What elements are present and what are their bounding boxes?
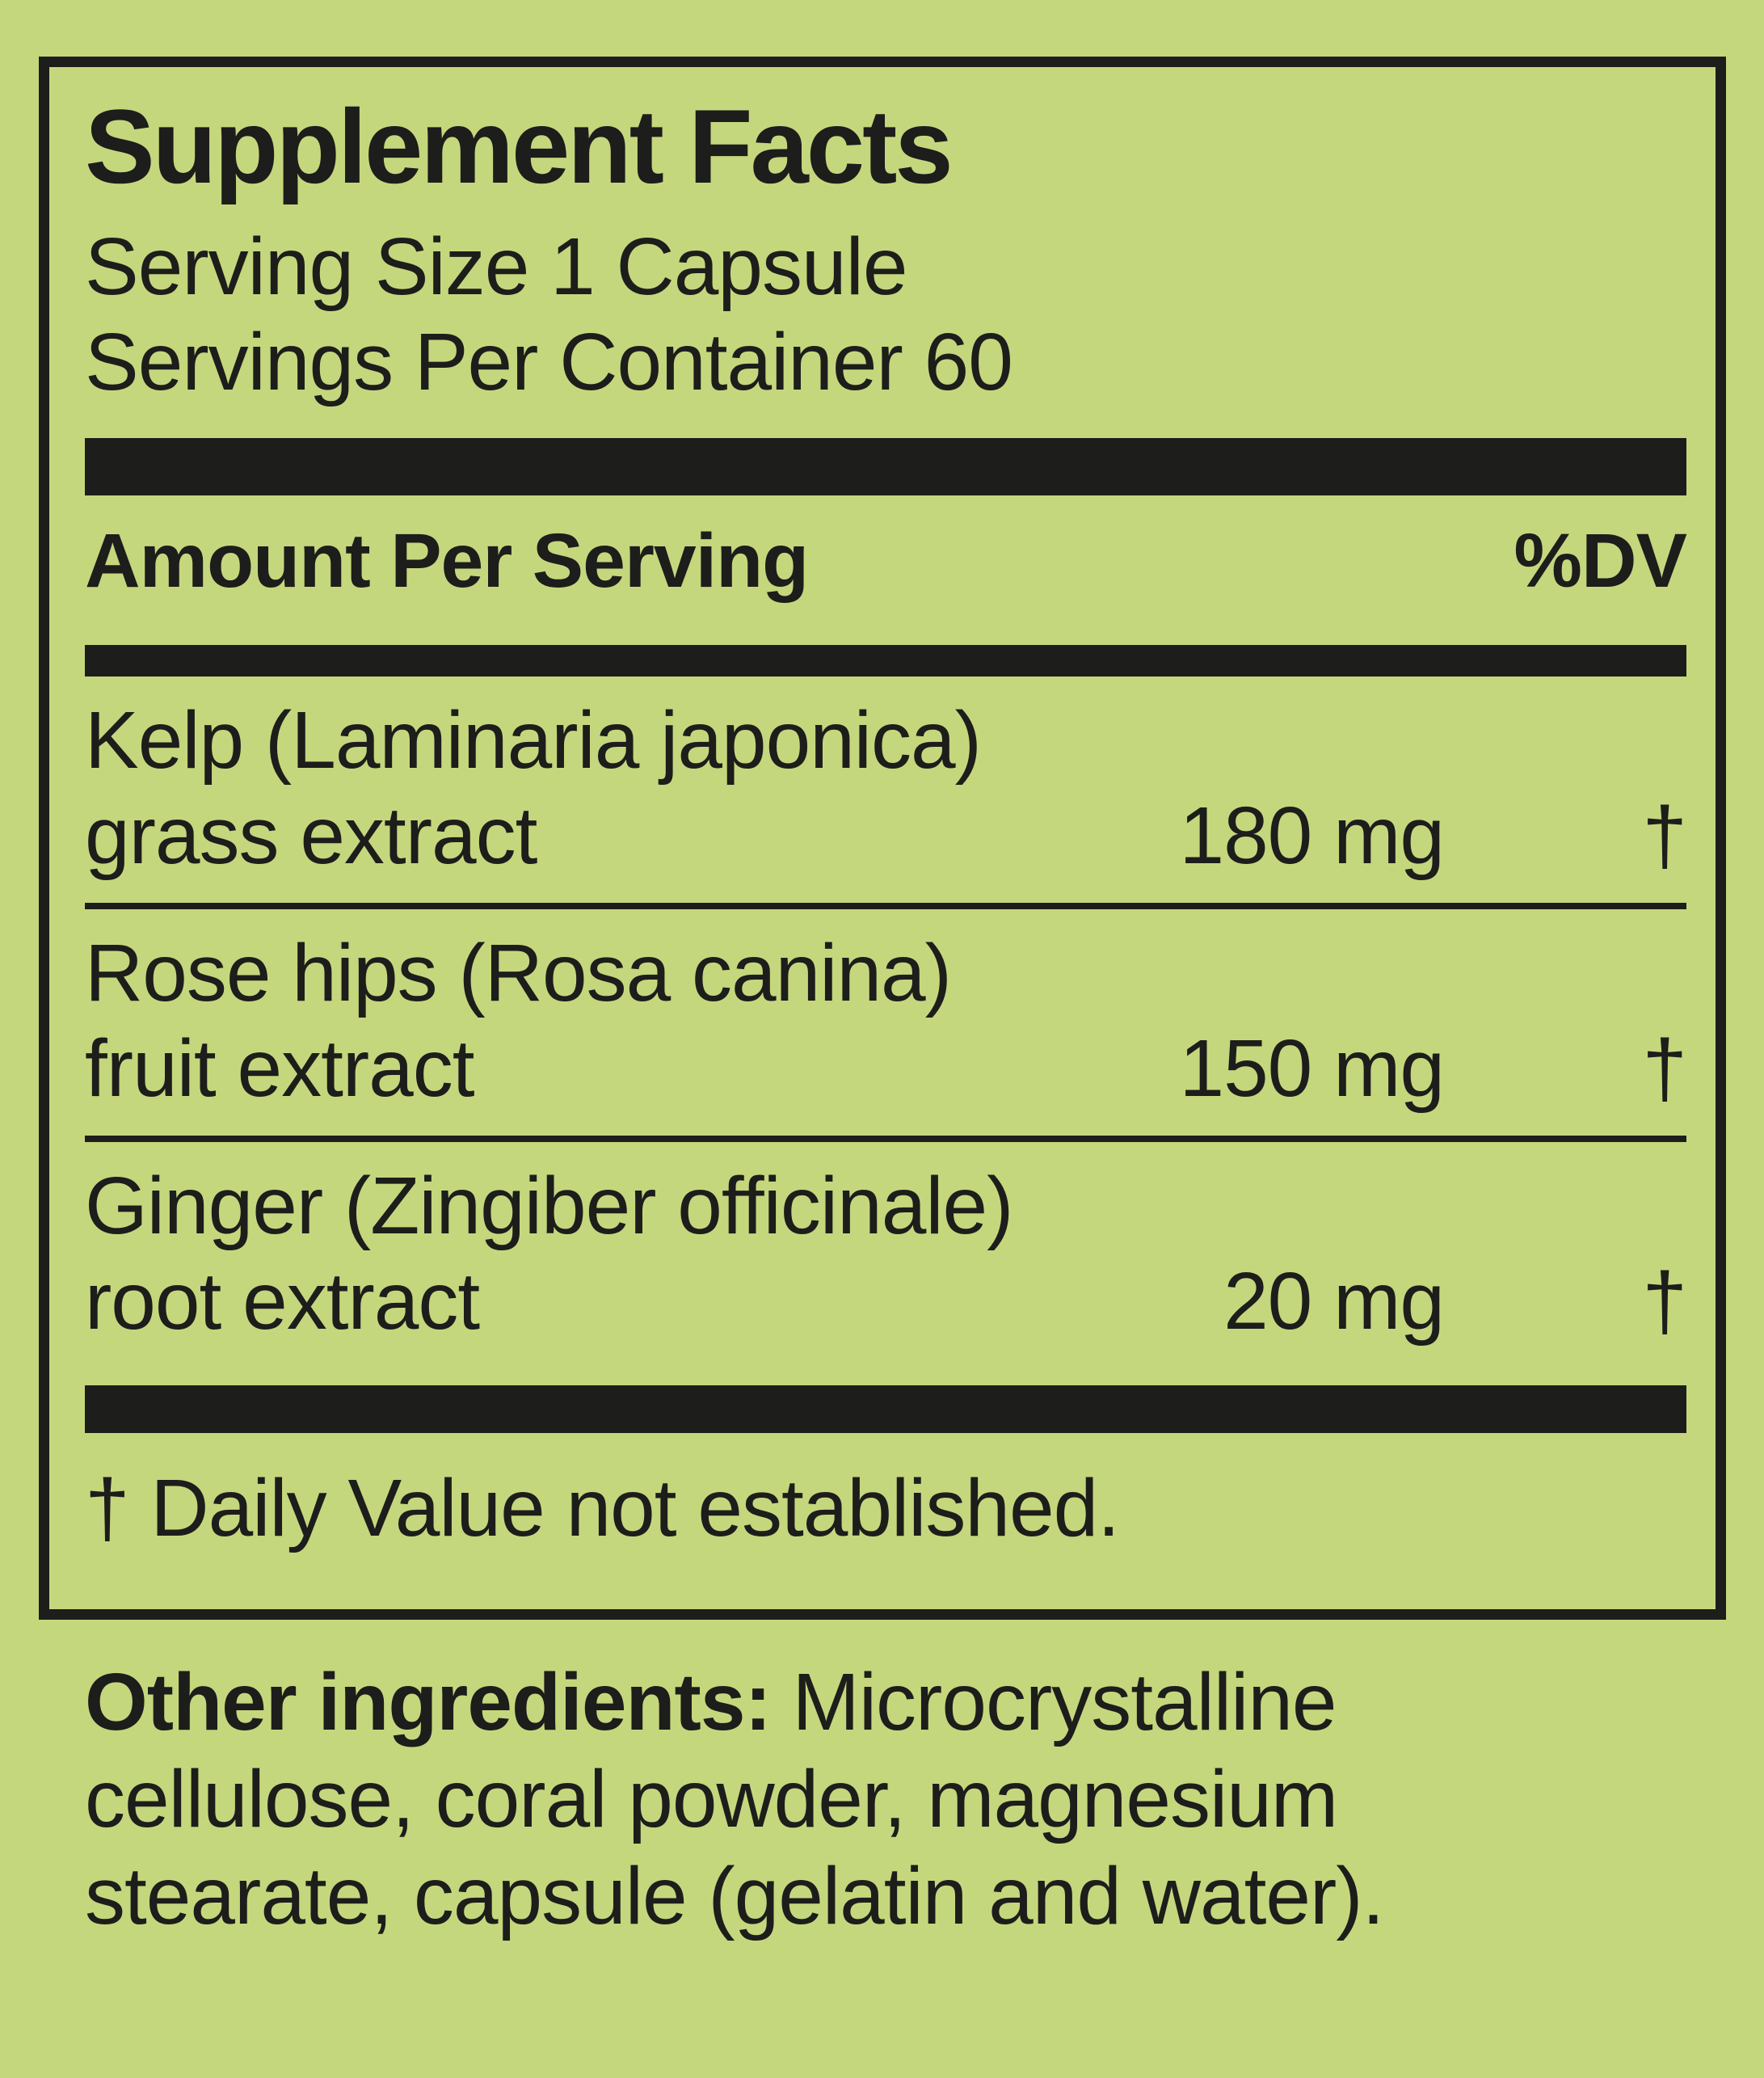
row-separator	[85, 1136, 1686, 1142]
serving-info: Serving Size 1 Capsule Servings Per Cont…	[85, 219, 1686, 410]
divider-thick-bottom	[85, 1385, 1686, 1433]
ingredient-name-line2: fruit extract	[85, 1023, 475, 1114]
percent-dv-header: %DV	[1514, 518, 1687, 604]
divider-medium	[85, 645, 1686, 677]
ingredient-amount-line: root extract 20 mg †	[85, 1254, 1687, 1349]
other-ingredients-line1: Microcrystalline	[770, 1657, 1337, 1747]
other-ingredients-paragraph: Other ingredients: Microcrystalline cell…	[85, 1654, 1716, 1945]
panel-title: Supplement Facts	[85, 87, 954, 205]
daily-value-footnote: † Daily Value not established.	[85, 1463, 1120, 1553]
ingredient-dv-dagger: †	[1642, 1023, 1687, 1114]
column-header-row: Amount Per Serving %DV	[85, 513, 1687, 609]
other-ingredients-line3: stearate, capsule (gelatin and water).	[85, 1851, 1384, 1941]
ingredient-row-kelp: Kelp (Laminaria japonica) grass extract …	[85, 677, 1687, 903]
ingredient-name-line2: root extract	[85, 1256, 480, 1347]
ingredient-amount: 20 mg	[1223, 1256, 1445, 1347]
divider-thick-top	[85, 438, 1686, 495]
ingredient-dv-dagger: †	[1642, 790, 1687, 881]
ingredient-amount: 150 mg	[1179, 1023, 1445, 1114]
ingredient-amount-line: fruit extract 150 mg †	[85, 1021, 1687, 1116]
row-separator	[85, 903, 1686, 909]
ingredient-row-ginger: Ginger (Zingiber officinale) root extrac…	[85, 1142, 1687, 1368]
ingredient-amount: 180 mg	[1179, 790, 1445, 881]
ingredient-dv-dagger: †	[1642, 1256, 1687, 1347]
ingredient-row-rose-hips: Rose hips (Rosa canina) fruit extract 15…	[85, 909, 1687, 1136]
ingredient-name-line1: Rose hips (Rosa canina)	[85, 928, 952, 1018]
supplement-facts-panel: Supplement Facts Serving Size 1 Capsule …	[39, 57, 1726, 1620]
other-ingredients-line2: cellulose, coral powder, magnesium	[85, 1754, 1338, 1844]
ingredient-name-line1: Ginger (Zingiber officinale)	[85, 1161, 1013, 1251]
servings-per-container-line: Servings Per Container 60	[85, 317, 1013, 407]
amount-per-serving-header: Amount Per Serving	[85, 518, 809, 604]
serving-size-line: Serving Size 1 Capsule	[85, 221, 907, 312]
ingredient-name-line2: grass extract	[85, 790, 537, 881]
ingredient-amount-line: grass extract 180 mg †	[85, 788, 1687, 883]
other-ingredients-label: Other ingredients:	[85, 1657, 772, 1747]
ingredient-name-line1: Kelp (Laminaria japonica)	[85, 695, 982, 786]
